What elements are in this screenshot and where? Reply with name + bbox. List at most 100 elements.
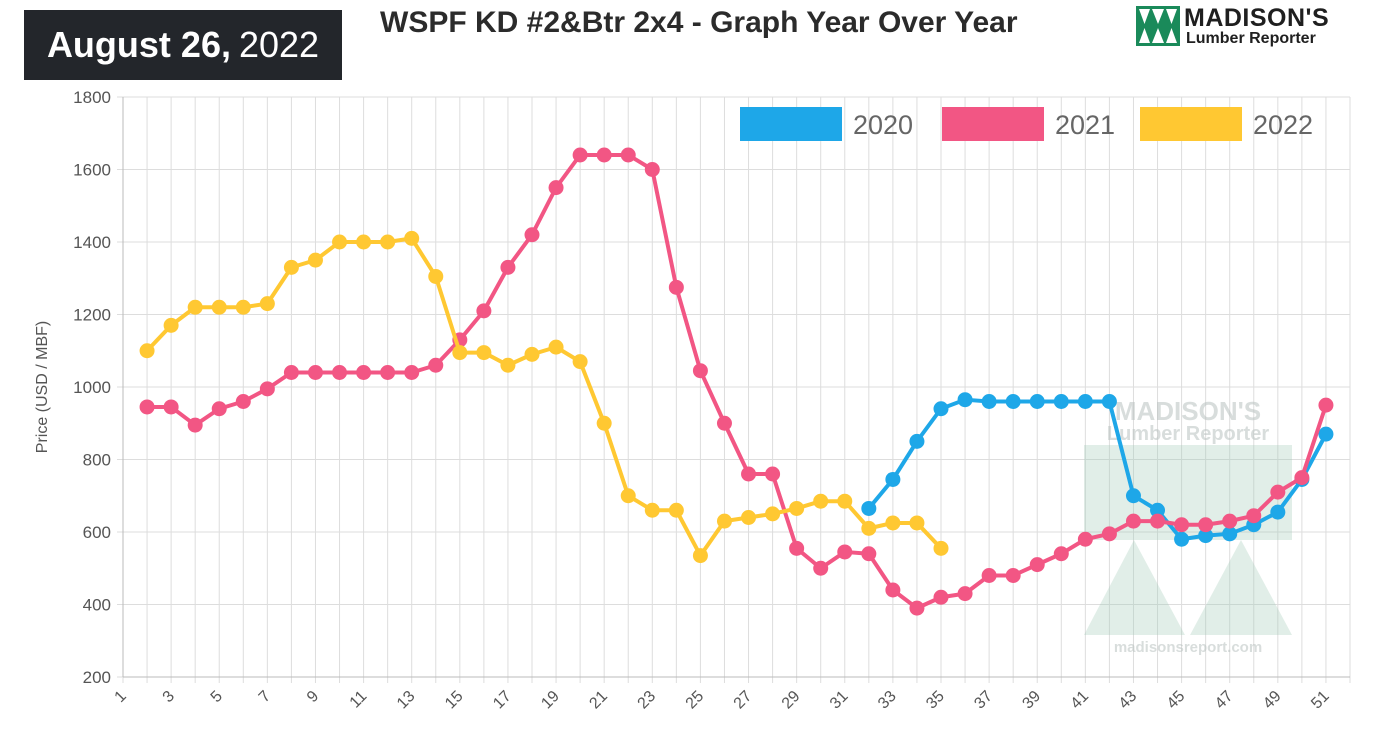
data-point-2021 bbox=[139, 399, 155, 415]
data-point-2021 bbox=[596, 147, 612, 163]
logo-line1: MADISON'S bbox=[1184, 4, 1330, 32]
data-point-2021 bbox=[380, 365, 396, 380]
data-point-2021 bbox=[620, 147, 636, 163]
data-point-2022 bbox=[741, 510, 757, 525]
data-point-2021 bbox=[1174, 517, 1190, 533]
legend-swatch-2022 bbox=[1140, 107, 1242, 141]
x-tick-label: 31 bbox=[827, 688, 852, 713]
x-tick-label: 17 bbox=[490, 688, 515, 713]
data-point-2021 bbox=[428, 357, 444, 373]
data-point-2021 bbox=[1270, 484, 1286, 500]
data-point-2020 bbox=[861, 500, 877, 516]
data-point-2021 bbox=[1077, 531, 1093, 547]
madisons-logo-icon bbox=[1136, 6, 1180, 46]
watermark-line2: Lumber Reporter bbox=[1107, 423, 1269, 445]
data-point-2020 bbox=[1222, 526, 1238, 542]
data-point-2020 bbox=[1005, 394, 1021, 409]
x-tick-label: 19 bbox=[538, 688, 563, 713]
data-point-2022 bbox=[332, 234, 348, 250]
data-point-2021 bbox=[404, 365, 420, 380]
data-point-2020 bbox=[957, 392, 973, 408]
data-point-2021 bbox=[356, 365, 372, 380]
data-point-2020 bbox=[1198, 528, 1214, 544]
y-tick-label: 1400 bbox=[73, 233, 111, 252]
data-point-2021 bbox=[765, 466, 781, 482]
data-point-2022 bbox=[620, 488, 636, 504]
data-point-2021 bbox=[909, 600, 925, 616]
data-point-2021 bbox=[692, 363, 708, 379]
data-point-2020 bbox=[1318, 426, 1334, 442]
legend-label-2021: 2021 bbox=[1055, 110, 1115, 140]
watermark-mark-br bbox=[1190, 540, 1292, 635]
chart-title: WSPF KD #2&Btr 2x4 - Graph Year Over Yea… bbox=[380, 6, 1018, 39]
data-point-2022 bbox=[356, 234, 372, 250]
data-point-2021 bbox=[716, 415, 732, 431]
data-point-2021 bbox=[885, 582, 901, 598]
y-tick-label: 1000 bbox=[73, 378, 111, 397]
watermark: MADISON'S Lumber Reporter madisonsreport… bbox=[1084, 396, 1292, 656]
data-point-2021 bbox=[476, 303, 492, 319]
x-tick-label: 33 bbox=[875, 688, 900, 713]
data-point-2022 bbox=[861, 520, 877, 536]
x-tick-label: 23 bbox=[635, 688, 660, 713]
data-point-2022 bbox=[283, 259, 299, 275]
data-point-2021 bbox=[933, 589, 949, 605]
series-group bbox=[139, 147, 1334, 616]
data-point-2022 bbox=[211, 299, 227, 315]
x-tick-label: 7 bbox=[256, 688, 274, 706]
data-point-2020 bbox=[1077, 394, 1093, 409]
x-tick-label: 13 bbox=[394, 688, 419, 713]
x-tick-label: 45 bbox=[1164, 688, 1189, 713]
x-tick-label: 37 bbox=[971, 688, 996, 713]
x-tick-label: 25 bbox=[683, 688, 708, 713]
data-point-2021 bbox=[1198, 517, 1214, 533]
watermark-mark-bl bbox=[1084, 540, 1185, 635]
legend-swatch-2021 bbox=[942, 107, 1044, 141]
data-point-2020 bbox=[1270, 504, 1286, 520]
data-point-2021 bbox=[1053, 546, 1069, 562]
x-tick-label: 3 bbox=[160, 688, 178, 706]
madisons-logo: MADISON'S Lumber Reporter bbox=[1136, 4, 1376, 50]
data-point-2021 bbox=[813, 560, 829, 576]
data-point-2021 bbox=[163, 399, 179, 415]
data-point-2021 bbox=[1246, 508, 1262, 524]
x-tick-label: 11 bbox=[347, 688, 371, 712]
data-point-2022 bbox=[813, 493, 829, 509]
y-tick-label: 1800 bbox=[73, 88, 111, 107]
data-point-2022 bbox=[500, 357, 516, 373]
data-point-2020 bbox=[933, 401, 949, 417]
data-point-2022 bbox=[163, 317, 179, 333]
data-point-2021 bbox=[259, 381, 275, 397]
x-tick-label: 9 bbox=[304, 688, 322, 706]
data-point-2021 bbox=[187, 417, 203, 433]
data-point-2021 bbox=[307, 365, 323, 380]
legend-label-2020: 2020 bbox=[853, 110, 913, 140]
series-2021 bbox=[139, 147, 1334, 616]
data-point-2022 bbox=[259, 296, 275, 312]
date-month-day: August 26, bbox=[46, 24, 231, 65]
date-badge: August 26, 2022 bbox=[24, 10, 342, 80]
data-point-2020 bbox=[981, 394, 997, 409]
data-point-2022 bbox=[476, 345, 492, 361]
data-point-2021 bbox=[1222, 513, 1238, 529]
data-point-2021 bbox=[500, 259, 516, 275]
data-point-2021 bbox=[211, 401, 227, 417]
y-tick-label: 600 bbox=[83, 523, 111, 542]
series-line-2022 bbox=[145, 236, 943, 558]
data-point-2021 bbox=[524, 227, 540, 243]
data-point-2021 bbox=[861, 546, 877, 562]
data-point-2021 bbox=[1005, 568, 1021, 583]
data-point-2020 bbox=[885, 471, 901, 487]
data-point-2022 bbox=[765, 506, 781, 522]
data-point-2021 bbox=[1150, 513, 1166, 529]
data-point-2022 bbox=[644, 502, 660, 518]
data-point-2022 bbox=[692, 548, 708, 564]
data-point-2022 bbox=[837, 493, 853, 509]
data-point-2021 bbox=[837, 544, 853, 560]
series-line-2021 bbox=[147, 153, 1328, 611]
legend: 2020 2021 2022 bbox=[740, 107, 1313, 141]
data-point-2022 bbox=[885, 515, 901, 531]
data-point-2022 bbox=[524, 346, 540, 362]
watermark-line1: MADISON'S bbox=[1115, 396, 1261, 426]
data-point-2021 bbox=[572, 147, 588, 163]
